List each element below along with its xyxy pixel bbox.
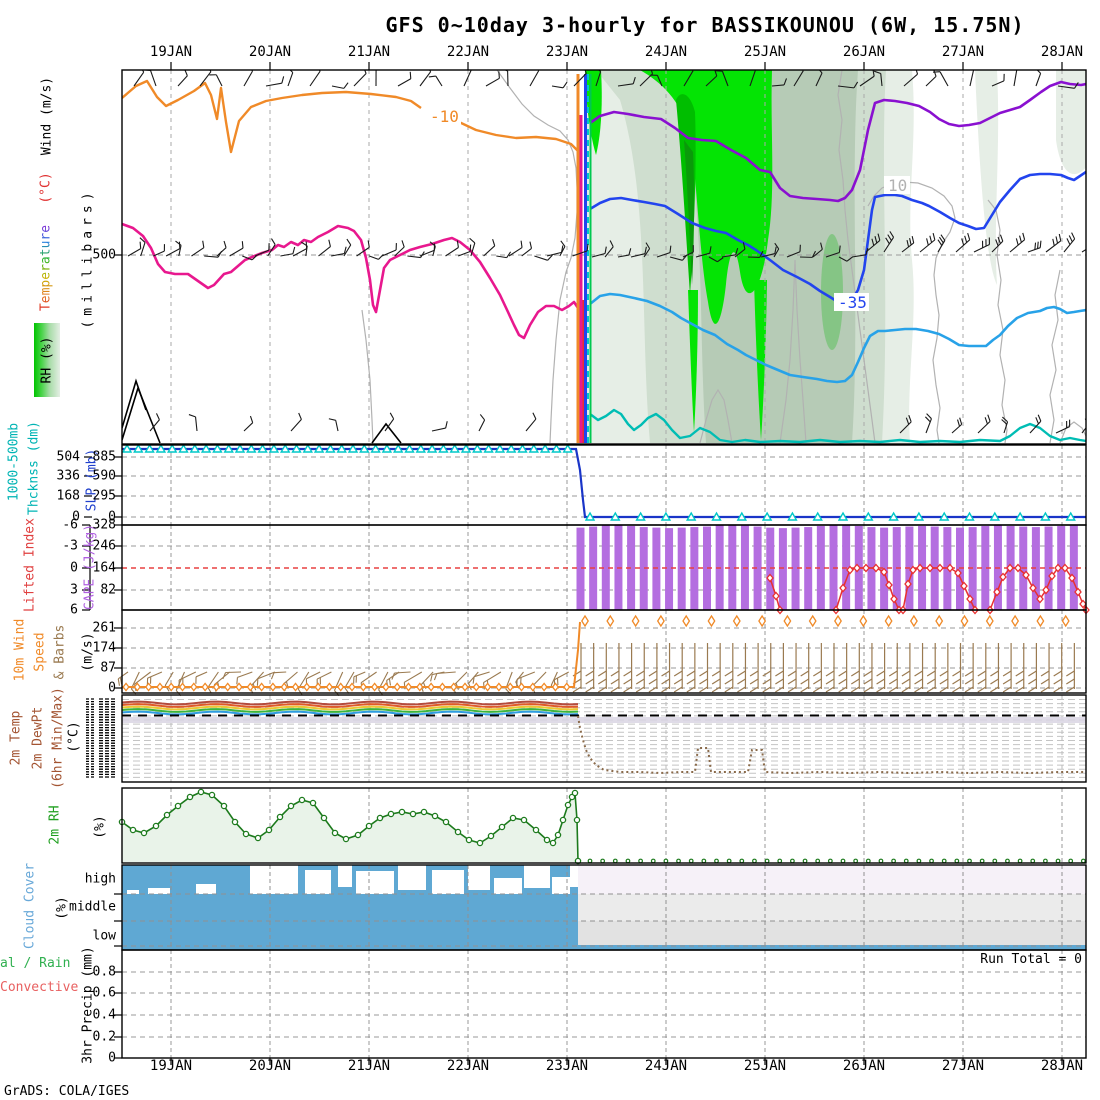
thickness-tick: 336 <box>56 468 80 484</box>
legend-temperature: Temperature <box>38 224 54 312</box>
cape-tick: 246 <box>92 538 116 554</box>
contour-label-bg <box>834 293 869 311</box>
precip-tick: 0.4 <box>92 1007 116 1023</box>
thickness-axis-label-1: 1000-500mb <box>6 422 22 502</box>
precip-legend-rain: al / Rain <box>0 956 71 971</box>
wind10-tick: 87 <box>100 660 116 676</box>
upper-ytick: 500 <box>92 247 116 263</box>
precip-legend-convective: Convective <box>0 980 79 995</box>
lifted-index-tick: -3 <box>62 538 78 554</box>
contour-label: 10 <box>888 176 907 195</box>
legend-temp-unit: (°C) <box>38 172 54 204</box>
precip-tick: 0.2 <box>92 1029 116 1045</box>
slp-thickness-panel <box>121 443 1086 525</box>
cloud-panel <box>122 865 1086 950</box>
wind10-axis-label-1: 10m Wind <box>12 618 28 682</box>
x-axis-label-bottom: 28JAN <box>1040 1058 1084 1074</box>
precip-tick: 0 <box>108 1050 116 1066</box>
slp-tick: 885 <box>92 449 116 465</box>
precip-run-total: Run Total = 0 <box>980 952 1082 967</box>
lifted-index-tick: 3 <box>70 582 78 598</box>
panel-frame <box>121 694 1087 783</box>
slp-tick: 295 <box>92 488 116 504</box>
x-axis-label-top: 24JAN <box>644 44 688 60</box>
x-axis-label-top: 21JAN <box>347 44 391 60</box>
contour-label-bg <box>426 107 461 125</box>
legend-wind: Wind (m/s) <box>39 76 55 156</box>
t2m-axis-label-2: 2m DewPt <box>30 706 46 770</box>
x-axis-label-bottom: 19JAN <box>149 1058 193 1074</box>
x-axis-label-top: 20JAN <box>248 44 292 60</box>
panel-frame <box>121 949 1087 1059</box>
contour-label-bg <box>884 176 910 194</box>
x-axis-label-top: 23JAN <box>545 44 589 60</box>
wind10-axis-label-2: Speed <box>32 632 48 672</box>
thickness-tick: 504 <box>56 449 80 465</box>
legend-rh: RH (%) <box>39 336 55 384</box>
panel-frame <box>121 787 1087 864</box>
cape-tick: 328 <box>92 517 116 533</box>
t2m-axis-label-1: 2m Temp <box>8 710 24 766</box>
cloud-level-label: high <box>84 871 116 887</box>
t2m-axis-label-3: (6hr Min/Max) <box>50 687 66 789</box>
cloud-axis-unit: (%) <box>54 896 70 920</box>
wind10-tick: 261 <box>92 620 116 636</box>
x-axis-label-bottom: 22JAN <box>446 1058 490 1074</box>
wind10-tick: 174 <box>92 640 116 656</box>
contour-label: -35 <box>838 293 867 312</box>
x-axis-label-top: 28JAN <box>1040 44 1084 60</box>
cape-tick: 164 <box>92 560 116 576</box>
lifted-index-axis-label: Lifted Index <box>22 518 38 612</box>
x-axis-label-bottom: 26JAN <box>842 1058 886 1074</box>
cape-tick: 82 <box>100 582 116 598</box>
cloud-axis-label: Cloud Cover <box>22 862 38 950</box>
rh2m-panel <box>118 788 1086 865</box>
precip-tick: 0.6 <box>92 985 116 1001</box>
precip-tick: 0.8 <box>92 964 116 980</box>
t2m-axis-unit: (°C) <box>66 721 82 753</box>
x-axis-label-bottom: 21JAN <box>347 1058 391 1074</box>
rh-shading-legend-swatch <box>34 323 60 397</box>
x-axis-label-top: 27JAN <box>941 44 985 60</box>
chart-title: GFS 0~10day 3-hourly for BASSIKOUNOU (6W… <box>385 13 1025 37</box>
slp-tick: 590 <box>92 468 116 484</box>
contour-label: -10 <box>430 107 459 126</box>
wind10-tick: 0 <box>108 680 116 696</box>
cloud-level-label: low <box>92 928 116 944</box>
thickness-tick: 168 <box>56 488 80 504</box>
precip-panel <box>122 950 1086 1058</box>
lifted-index-tick: 0 <box>70 560 78 576</box>
wind10-axis-label-3: & Barbs <box>52 624 68 680</box>
rh2m-axis-unit: (%) <box>92 815 108 839</box>
grads-credit: GrADS: COLA/IGES <box>4 1084 130 1099</box>
cloud-level-label: middle <box>69 899 116 915</box>
lifted-index-tick: -6 <box>62 517 78 533</box>
lifted-index-tick: 6 <box>70 602 78 618</box>
x-axis-label-top: 22JAN <box>446 44 490 60</box>
slp-tick: 0 <box>108 509 116 525</box>
tick-marks <box>82 62 1063 1065</box>
x-axis-label-top: 25JAN <box>743 44 787 60</box>
rh2m-axis-label: 2m RH <box>47 805 63 845</box>
x-axis-label-bottom: 24JAN <box>644 1058 688 1074</box>
panel-frame <box>121 609 1087 694</box>
x-axis-label-top: 19JAN <box>149 44 193 60</box>
t2m-panel <box>86 695 1086 782</box>
x-axis-label-bottom: 20JAN <box>248 1058 292 1074</box>
wind10-panel <box>117 610 1086 697</box>
cape-li-panel <box>122 525 1090 615</box>
upper-air-panel <box>122 70 1086 444</box>
x-axis-label-bottom: 25JAN <box>743 1058 787 1074</box>
x-axis-label-bottom: 23JAN <box>545 1058 589 1074</box>
thickness-axis-label-2: Thcknss (dm) <box>26 421 42 515</box>
panel-frame <box>121 69 1087 445</box>
thickness-tick: 0 <box>72 509 80 525</box>
x-axis-label-bottom: 27JAN <box>941 1058 985 1074</box>
x-axis-label-top: 26JAN <box>842 44 886 60</box>
